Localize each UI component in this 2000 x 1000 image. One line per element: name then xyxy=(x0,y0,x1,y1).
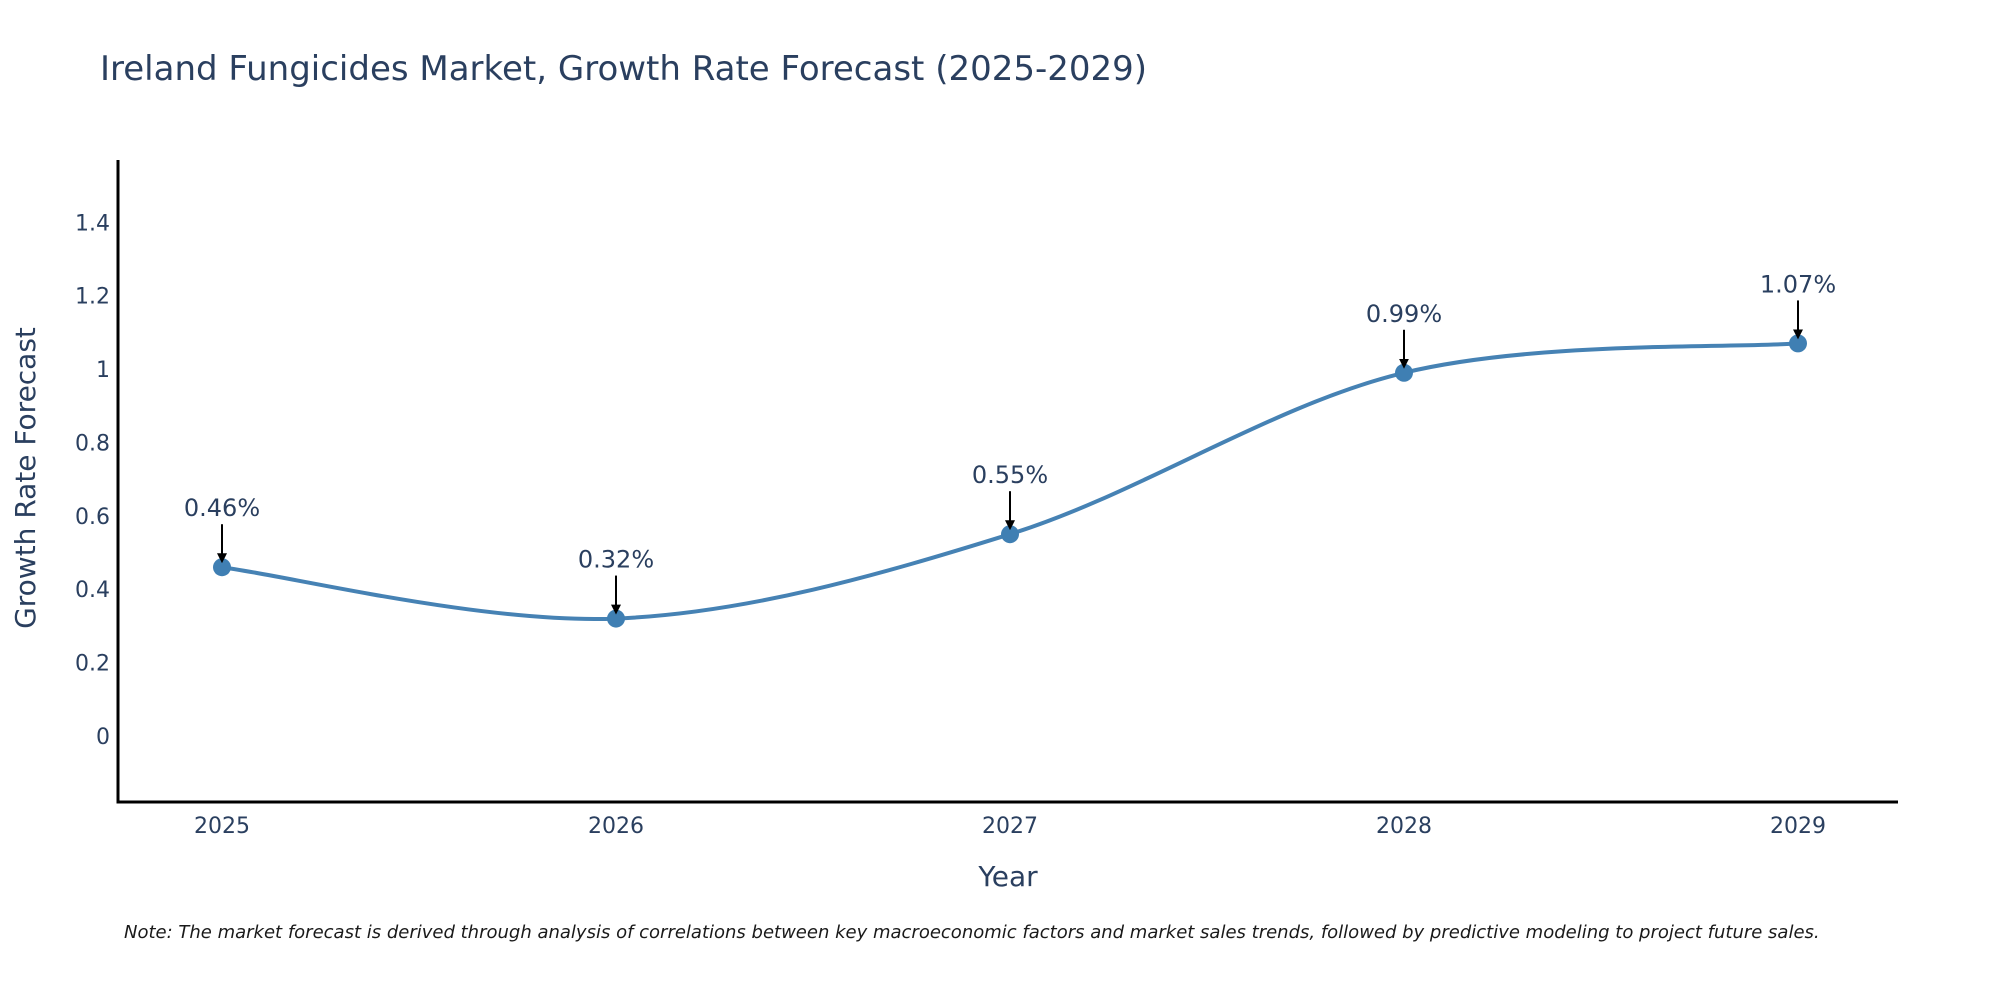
plot-area: 0.46% 0.32% 0.55% 0.99% 1.07% xyxy=(184,270,1836,628)
data-label: 0.99% xyxy=(1366,300,1442,328)
x-tick-label: 2028 xyxy=(1376,814,1432,839)
data-label: 0.46% xyxy=(184,494,260,522)
x-tick-label: 2025 xyxy=(194,814,250,839)
x-tick-label: 2026 xyxy=(588,814,644,839)
x-tick-label: 2027 xyxy=(982,814,1038,839)
data-label: 1.07% xyxy=(1760,270,1836,298)
x-axis-ticks: 2025 2026 2027 2028 2029 xyxy=(194,814,1826,839)
data-point xyxy=(1395,363,1413,382)
data-point xyxy=(213,558,231,577)
y-tick-label: 1 xyxy=(96,358,110,383)
y-axis-title: Growth Rate Forecast xyxy=(9,327,42,629)
y-tick-label: 0.8 xyxy=(75,431,110,456)
data-label: 0.55% xyxy=(972,461,1048,489)
footnote: Note: The market forecast is derived thr… xyxy=(124,922,1820,943)
x-tick-label: 2029 xyxy=(1770,814,1826,839)
data-annotations: 0.46% 0.32% 0.55% 0.99% 1.07% xyxy=(184,270,1836,615)
data-label: 0.32% xyxy=(578,546,654,574)
data-point xyxy=(1789,334,1807,353)
y-tick-label: 1.4 xyxy=(75,211,110,236)
y-tick-label: 0 xyxy=(96,725,110,750)
y-tick-label: 0.6 xyxy=(75,505,110,530)
y-tick-label: 1.2 xyxy=(75,285,110,310)
chart-title: Ireland Fungicides Market, Growth Rate F… xyxy=(100,49,1147,89)
data-point xyxy=(1001,525,1019,544)
y-tick-label: 0.4 xyxy=(75,578,110,603)
y-tick-label: 0.2 xyxy=(75,652,110,677)
x-axis-title: Year xyxy=(977,860,1038,893)
data-point xyxy=(607,609,625,628)
y-axis-ticks: 0 0.2 0.4 0.6 0.8 1 1.2 1.4 xyxy=(75,211,110,750)
